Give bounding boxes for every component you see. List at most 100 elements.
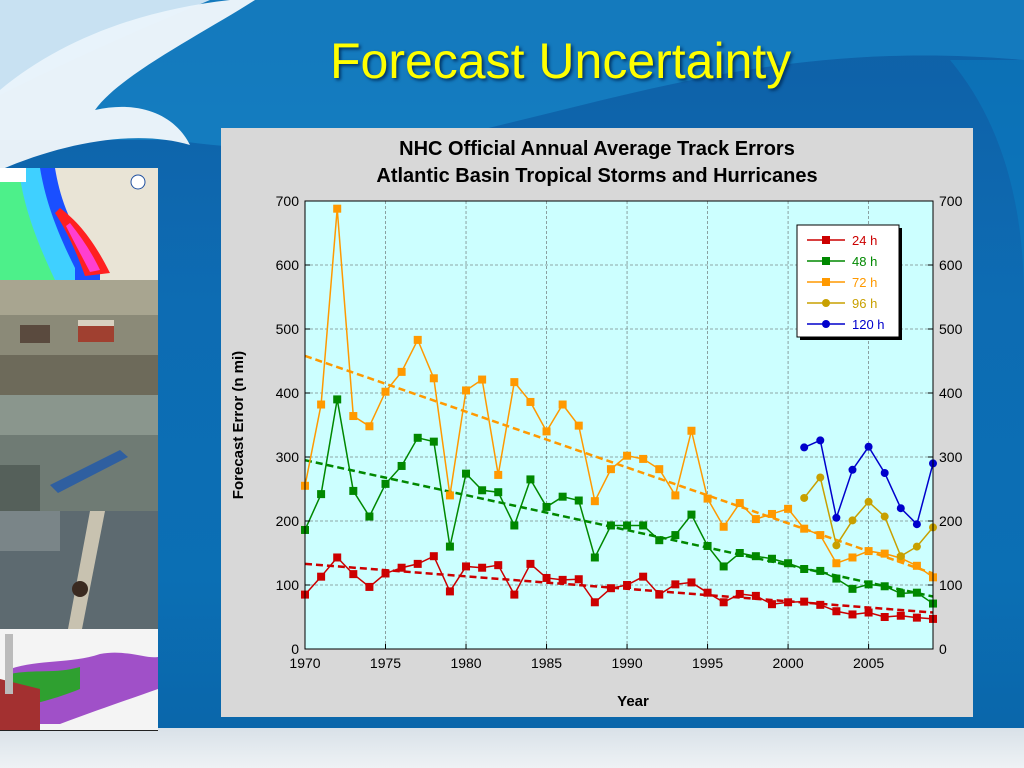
data-point-48h <box>349 486 358 495</box>
data-point-24h <box>912 613 921 622</box>
data-point-72h <box>413 335 422 344</box>
series-group <box>301 204 937 623</box>
data-point-72h <box>333 204 342 213</box>
data-point-48h <box>816 566 825 575</box>
data-point-72h <box>687 426 696 435</box>
data-point-96h <box>848 516 857 525</box>
x-tick-label: 1970 <box>289 655 320 671</box>
data-point-48h <box>397 461 406 470</box>
series-line-48h <box>304 399 934 605</box>
legend-marker-48h <box>822 257 830 265</box>
legend-marker-120h <box>822 320 830 328</box>
plot-border <box>304 200 934 650</box>
data-point-96h <box>912 542 921 551</box>
data-point-72h <box>510 378 519 387</box>
track-error-chart: NHC Official Annual Average Track Errors… <box>230 138 963 710</box>
data-point-48h <box>880 582 889 591</box>
data-point-120h <box>800 443 809 452</box>
data-point-48h <box>478 486 487 495</box>
data-point-48h <box>365 512 374 521</box>
data-point-72h <box>606 465 615 474</box>
photo-strip <box>0 168 158 731</box>
data-point-24h <box>542 573 551 582</box>
data-point-24h <box>397 563 406 572</box>
chart-title: NHC Official Annual Average Track Errors <box>399 138 795 160</box>
data-point-72h <box>912 561 921 570</box>
data-point-96h <box>832 541 841 550</box>
data-point-72h <box>445 491 454 500</box>
data-point-48h <box>623 521 632 530</box>
flooded-area-barge-image <box>0 395 158 512</box>
y-tick-label-left: 0 <box>291 641 299 657</box>
data-point-48h <box>494 488 503 497</box>
data-point-48h <box>784 559 793 568</box>
data-point-48h <box>381 479 390 488</box>
data-point-48h <box>639 521 648 530</box>
legend-box <box>796 224 900 338</box>
surge-map-image <box>0 168 158 281</box>
data-point-48h <box>832 574 841 583</box>
data-point-96h <box>800 493 809 502</box>
data-point-48h <box>703 541 712 550</box>
data-point-48h <box>413 433 422 442</box>
data-point-24h <box>816 600 825 609</box>
data-point-24h <box>606 584 615 593</box>
data-point-24h <box>526 559 535 568</box>
y-tick-label-left: 700 <box>276 193 300 209</box>
data-point-24h <box>719 598 728 607</box>
data-point-72h <box>639 454 648 463</box>
data-point-48h <box>896 589 905 598</box>
inundation-map-image <box>0 629 158 731</box>
data-point-48h <box>671 531 680 540</box>
data-point-24h <box>413 559 422 568</box>
data-point-72h <box>848 553 857 562</box>
data-point-72h <box>816 531 825 540</box>
x-tick-label: 1990 <box>611 655 642 671</box>
data-point-24h <box>574 575 583 584</box>
data-point-24h <box>751 591 760 600</box>
data-point-72h <box>880 549 889 558</box>
legend-label-72h: 72 h <box>852 275 877 290</box>
data-point-96h <box>816 473 825 482</box>
y-tick-label-left: 300 <box>276 449 300 465</box>
y-tick-label-left: 100 <box>276 577 300 593</box>
trend-line-48h <box>304 458 934 598</box>
data-point-24h <box>864 608 873 617</box>
x-tick-label: 2000 <box>772 655 803 671</box>
data-point-48h <box>590 553 599 562</box>
data-point-72h <box>574 421 583 430</box>
data-point-24h <box>784 598 793 607</box>
data-point-48h <box>800 565 809 573</box>
data-point-120h <box>880 469 889 477</box>
data-point-72h <box>349 412 358 421</box>
data-point-48h <box>333 395 342 404</box>
data-point-48h <box>542 502 551 511</box>
y-tick-label-left: 200 <box>276 513 300 529</box>
data-point-24h <box>767 600 776 609</box>
data-point-72h <box>671 491 680 500</box>
data-point-48h <box>429 437 438 446</box>
data-point-48h <box>751 552 760 561</box>
data-point-72h <box>542 427 551 436</box>
data-point-48h <box>655 536 664 545</box>
data-point-24h <box>639 572 648 581</box>
data-point-24h <box>623 581 632 589</box>
data-point-24h <box>317 572 326 581</box>
data-point-48h <box>462 469 471 478</box>
data-point-48h <box>526 475 535 484</box>
x-tick-label: 1975 <box>370 655 401 671</box>
data-point-72h <box>429 374 438 383</box>
y-tick-label-right: 700 <box>939 193 963 209</box>
data-point-72h <box>526 397 535 406</box>
data-point-96h <box>864 497 873 506</box>
data-point-48h <box>912 588 921 597</box>
x-tick-label: 1985 <box>531 655 562 671</box>
data-point-24h <box>896 611 905 620</box>
damaged-houses-image <box>0 280 158 396</box>
data-point-24h <box>558 575 567 584</box>
x-tick-label: 2005 <box>853 655 884 671</box>
data-point-48h <box>606 521 615 530</box>
legend: 24 h 48 h 72 h 96 h 120 h <box>796 224 902 340</box>
x-tick-label: 1995 <box>692 655 723 671</box>
data-point-72h <box>478 375 487 384</box>
